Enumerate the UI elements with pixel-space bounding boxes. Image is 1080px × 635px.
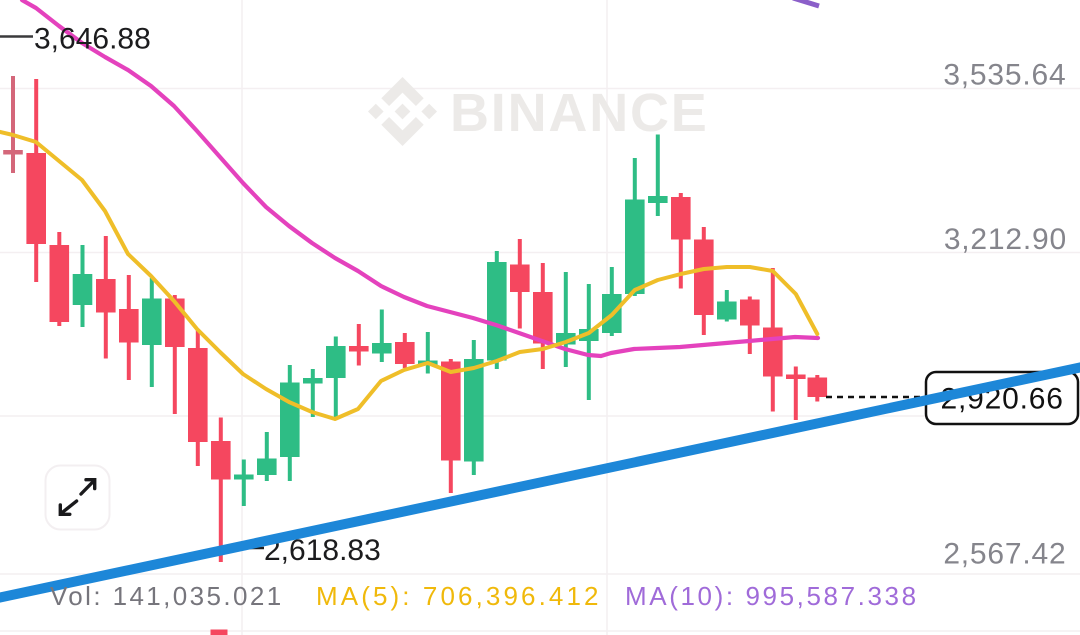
svg-text:MA(10): 995,587.338: MA(10): 995,587.338	[625, 581, 919, 611]
svg-text:Vol: 141,035.021: Vol: 141,035.021	[50, 581, 284, 611]
svg-text:3,646.88: 3,646.88	[34, 23, 151, 56]
svg-text:3,535.64: 3,535.64	[943, 59, 1066, 92]
svg-text:MA(5): 706,396.412: MA(5): 706,396.412	[316, 581, 602, 611]
svg-text:2,567.42: 2,567.42	[943, 538, 1066, 571]
svg-text:3,212.90: 3,212.90	[944, 223, 1067, 256]
svg-text:BINANCE: BINANCE	[450, 83, 709, 143]
